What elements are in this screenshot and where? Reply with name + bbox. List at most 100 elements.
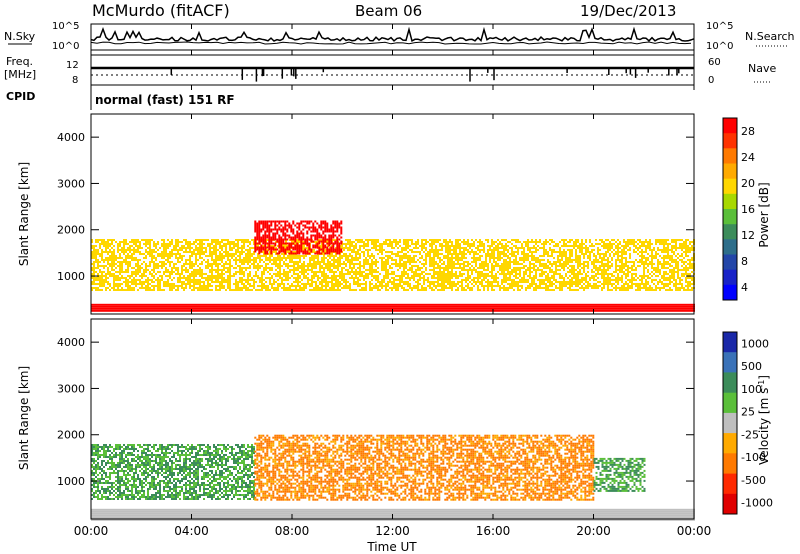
heatmap-cell bbox=[455, 285, 457, 287]
heatmap-cell bbox=[165, 251, 167, 253]
heatmap-cell bbox=[437, 275, 439, 277]
heatmap-cell bbox=[467, 303, 469, 306]
heatmap-cell bbox=[529, 255, 531, 257]
heatmap-cell bbox=[197, 279, 199, 281]
heatmap-cell bbox=[385, 289, 387, 291]
heatmap-cell bbox=[497, 253, 499, 255]
heatmap-cell bbox=[215, 265, 217, 267]
heatmap-cell bbox=[325, 265, 327, 267]
heatmap-cell bbox=[169, 275, 171, 277]
heatmap-cell bbox=[371, 263, 373, 265]
heatmap-cell bbox=[383, 275, 385, 277]
heatmap-cell bbox=[111, 287, 113, 289]
heatmap-cell bbox=[673, 309, 675, 312]
heatmap-cell bbox=[247, 249, 249, 251]
heatmap-cell bbox=[273, 279, 275, 281]
heatmap-cell bbox=[303, 305, 305, 308]
heatmap-cell bbox=[405, 273, 407, 275]
heatmap-cell bbox=[539, 305, 541, 308]
heatmap-cell bbox=[437, 281, 439, 283]
heatmap-cell bbox=[447, 263, 449, 265]
heatmap-cell bbox=[281, 281, 283, 283]
heatmap-cell bbox=[211, 243, 213, 245]
heatmap-cell bbox=[335, 307, 337, 310]
heatmap-cell bbox=[239, 309, 241, 312]
heatmap-cell bbox=[439, 259, 441, 261]
heatmap-cell bbox=[423, 265, 425, 267]
heatmap-cell bbox=[169, 309, 171, 312]
heatmap-cell bbox=[549, 305, 551, 308]
heatmap-cell bbox=[527, 269, 529, 271]
heatmap-cell bbox=[337, 287, 339, 289]
heatmap-cell bbox=[187, 277, 189, 279]
heatmap-cell bbox=[177, 279, 179, 281]
heatmap-cell bbox=[209, 271, 211, 273]
heatmap-cell bbox=[567, 309, 569, 312]
heatmap-cell bbox=[163, 257, 165, 259]
heatmap-cell bbox=[119, 273, 121, 275]
heatmap-cell bbox=[361, 287, 363, 289]
heatmap-cell bbox=[217, 243, 219, 245]
heatmap-cell bbox=[225, 281, 227, 283]
freq-panel bbox=[90, 54, 695, 86]
heatmap-cell bbox=[199, 257, 201, 259]
heatmap-cell bbox=[475, 271, 477, 273]
heatmap-cell bbox=[97, 259, 99, 261]
heatmap-cell bbox=[91, 307, 93, 310]
heatmap-cell bbox=[461, 257, 463, 259]
heatmap-cell bbox=[255, 259, 257, 261]
heatmap-cell bbox=[247, 305, 249, 308]
heatmap-cell bbox=[95, 241, 97, 243]
heatmap-cell bbox=[491, 303, 493, 306]
heatmap-cell bbox=[135, 251, 137, 253]
heatmap-cell bbox=[337, 281, 339, 283]
heatmap-cell bbox=[503, 251, 505, 253]
heatmap-cell bbox=[229, 261, 231, 263]
heatmap-cell bbox=[169, 289, 171, 291]
heatmap-cell bbox=[241, 279, 243, 281]
heatmap-cell bbox=[437, 305, 439, 308]
heatmap-cell bbox=[511, 307, 513, 310]
heatmap-cell bbox=[235, 279, 237, 281]
heatmap-cell bbox=[393, 283, 395, 285]
heatmap-cell bbox=[497, 243, 499, 245]
heatmap-cell bbox=[445, 303, 447, 306]
heatmap-cell bbox=[295, 309, 297, 312]
heatmap-cell bbox=[541, 307, 543, 310]
heatmap-cell bbox=[361, 273, 363, 275]
heatmap-cell bbox=[547, 309, 549, 312]
heatmap-cell bbox=[475, 307, 477, 310]
heatmap-cell bbox=[477, 245, 479, 247]
heatmap-cell bbox=[439, 305, 441, 308]
heatmap-cell bbox=[453, 283, 455, 285]
heatmap-cell bbox=[399, 283, 401, 285]
heatmap-cell bbox=[361, 245, 363, 247]
heatmap-cell bbox=[429, 273, 431, 275]
heatmap-cell bbox=[479, 289, 481, 291]
heatmap-cell bbox=[485, 263, 487, 265]
heatmap-cell bbox=[141, 287, 143, 289]
heatmap-cell bbox=[401, 279, 403, 281]
heatmap-cell bbox=[447, 267, 449, 269]
heatmap-cell bbox=[105, 303, 107, 306]
heatmap-cell bbox=[171, 249, 173, 251]
heatmap-cell bbox=[349, 247, 351, 249]
heatmap-cell bbox=[195, 259, 197, 261]
heatmap-cell bbox=[501, 267, 503, 269]
heatmap-cell bbox=[475, 251, 477, 253]
heatmap-cell bbox=[321, 275, 323, 277]
heatmap-cell bbox=[361, 303, 363, 306]
heatmap-cell bbox=[429, 251, 431, 253]
heatmap-cell bbox=[191, 247, 193, 249]
heatmap-cell bbox=[377, 305, 379, 308]
heatmap-cell bbox=[117, 285, 119, 287]
heatmap-cell bbox=[229, 267, 231, 269]
heatmap-cell bbox=[207, 307, 209, 310]
heatmap-cell bbox=[147, 251, 149, 253]
heatmap-cell bbox=[153, 277, 155, 279]
heatmap-cell bbox=[223, 255, 225, 257]
heatmap-cell bbox=[269, 289, 271, 291]
heatmap-cell bbox=[457, 255, 459, 257]
heatmap-cell bbox=[433, 305, 435, 308]
heatmap-cell bbox=[323, 271, 325, 273]
